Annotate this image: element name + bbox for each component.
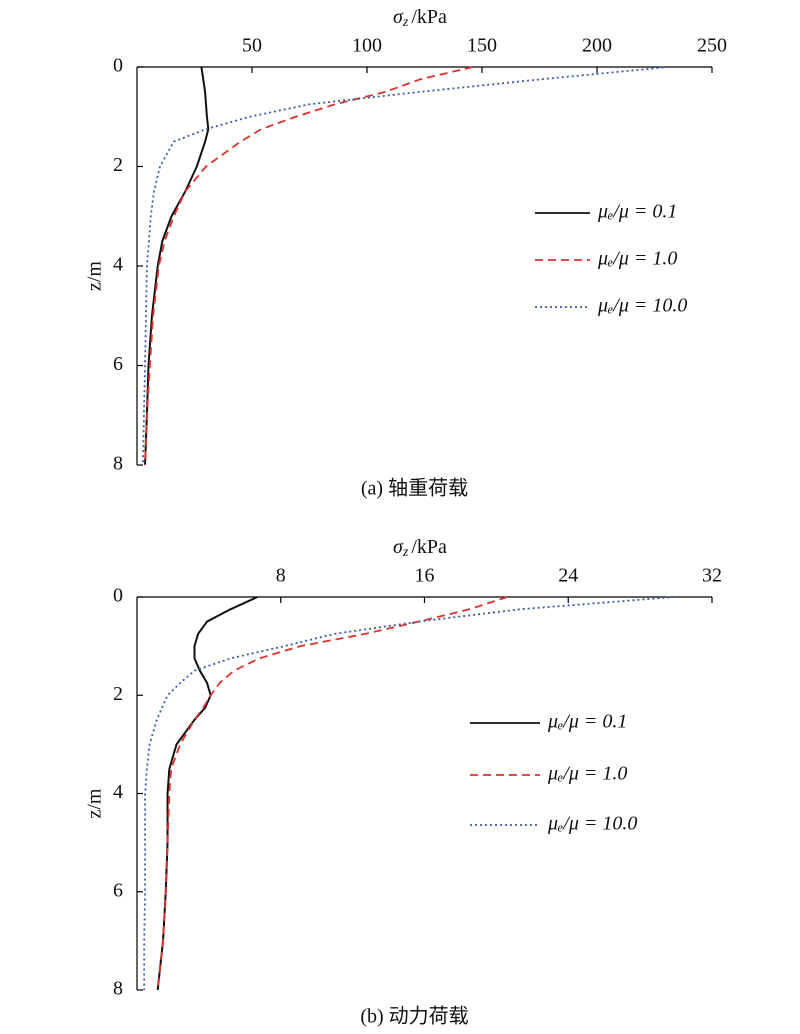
x-tick-label: 50	[242, 35, 262, 57]
x-tick-label: 32	[702, 565, 722, 587]
legend-label: μₑ/μ = 0.1	[547, 711, 627, 733]
y-tick-label: 0	[113, 55, 123, 77]
y-tick-label: 8	[113, 978, 123, 1000]
x-tick-label: 150	[467, 35, 497, 57]
y-tick-label: 4	[113, 254, 123, 276]
x-axis-label: σz/kPa	[393, 6, 447, 31]
legend-label: μₑ/μ = 10.0	[597, 295, 687, 317]
legend-label: μₑ/μ = 1.0	[597, 248, 677, 270]
series-line	[144, 66, 210, 466]
x-label-subscript: z	[402, 15, 409, 30]
x-label-subscript: z	[402, 545, 409, 560]
series-line	[144, 66, 474, 466]
x-tick-label: 16	[415, 565, 435, 587]
x-tick-label: 200	[582, 35, 612, 57]
series-line	[156, 596, 508, 991]
caption: (b) 动力荷载	[360, 1005, 468, 1028]
caption: (a) 轴重荷载	[361, 477, 468, 500]
y-axis-label: z/m	[84, 261, 106, 291]
x-tick-label: 24	[558, 565, 578, 587]
legend-label: μₑ/μ = 10.0	[547, 813, 637, 835]
series-line	[143, 596, 675, 990]
x-tick-label: 250	[697, 35, 727, 57]
x-tick-label: 8	[276, 565, 286, 587]
x-axis-label: σz/kPa	[393, 536, 447, 561]
y-tick-label: 6	[113, 879, 123, 901]
x-label-unit: /kPa	[411, 536, 447, 558]
subplot: 50 100 150 200 250 0 2 4 6 8 σz/kPa z/m (a) 轴重荷载 μₑ/μ…	[84, 6, 727, 500]
legend-label: μₑ/μ = 0.1	[597, 201, 677, 223]
y-tick-label: 8	[113, 453, 123, 475]
y-tick-label: 2	[113, 683, 123, 705]
legend-label: μₑ/μ = 1.0	[547, 763, 627, 785]
x-label-unit: /kPa	[411, 6, 447, 28]
y-axis-label: z/m	[84, 788, 106, 818]
x-label-symbol: σ	[393, 536, 404, 558]
series-line	[142, 66, 669, 466]
y-tick-label: 6	[113, 353, 123, 375]
x-label-symbol: σ	[393, 6, 404, 28]
y-tick-label: 0	[113, 585, 123, 607]
y-tick-label: 2	[113, 154, 123, 176]
x-tick-label: 100	[352, 35, 382, 57]
y-tick-label: 4	[113, 781, 123, 803]
